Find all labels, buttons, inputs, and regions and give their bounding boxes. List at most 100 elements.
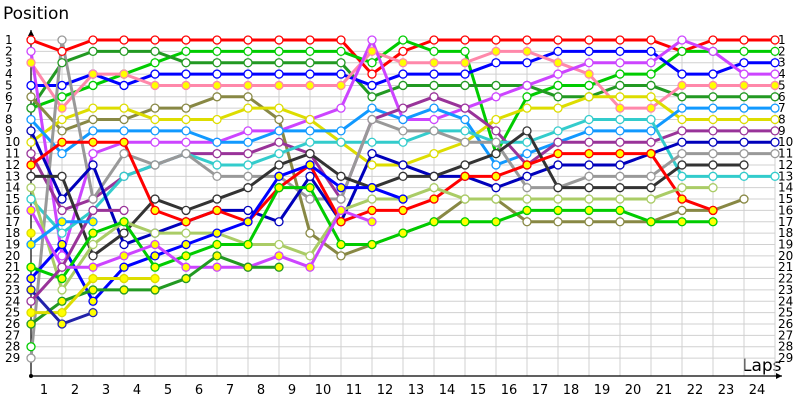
data-point — [119, 148, 129, 159]
data-point — [274, 46, 284, 57]
data-point — [770, 137, 780, 147]
data-point — [57, 58, 67, 68]
data-point — [615, 103, 625, 113]
data-point — [677, 103, 687, 113]
data-point — [646, 103, 656, 113]
data-point — [274, 69, 284, 79]
data-point — [336, 69, 346, 79]
data-point — [119, 69, 129, 79]
data-point — [119, 137, 129, 147]
data-point — [274, 251, 284, 261]
data-point — [57, 239, 67, 250]
data-point — [739, 148, 749, 159]
data-point — [88, 69, 98, 79]
data-point — [770, 35, 780, 45]
data-point — [584, 46, 594, 57]
data-point — [57, 103, 67, 113]
svg-text:13: 13 — [408, 383, 425, 398]
data-point — [57, 114, 67, 125]
data-point — [212, 228, 222, 238]
data-point — [770, 126, 780, 136]
data-point — [274, 217, 284, 227]
data-point — [119, 251, 129, 261]
data-point — [708, 126, 718, 136]
data-point — [615, 137, 625, 147]
data-point — [212, 171, 222, 181]
data-point — [584, 171, 594, 181]
svg-text:16: 16 — [778, 203, 793, 217]
data-point — [181, 46, 191, 57]
data-point — [739, 58, 749, 68]
svg-text:14: 14 — [439, 383, 456, 398]
data-point — [367, 194, 377, 204]
data-point — [181, 103, 191, 113]
data-point — [429, 194, 439, 204]
data-point — [57, 217, 67, 227]
x-axis-title: Laps — [742, 356, 782, 376]
data-point — [708, 160, 718, 170]
data-point — [150, 228, 160, 238]
data-point — [491, 35, 501, 45]
data-point — [677, 194, 687, 204]
data-point — [367, 114, 377, 125]
data-point — [26, 114, 36, 125]
data-point — [88, 80, 98, 91]
data-point — [708, 217, 718, 227]
data-point — [274, 160, 284, 170]
data-point — [553, 69, 563, 79]
data-point — [26, 285, 36, 295]
svg-text:6: 6 — [5, 90, 13, 104]
data-point — [88, 148, 98, 159]
data-point — [212, 35, 222, 45]
svg-text:9: 9 — [288, 383, 296, 398]
data-point — [584, 35, 594, 45]
data-point — [460, 194, 470, 204]
data-point — [460, 114, 470, 125]
svg-text:11: 11 — [778, 147, 793, 161]
svg-text:5: 5 — [164, 383, 172, 398]
data-point — [274, 35, 284, 45]
svg-text:3: 3 — [5, 56, 13, 70]
data-point — [243, 160, 253, 170]
data-point — [584, 194, 594, 204]
data-point — [646, 114, 656, 125]
data-point — [398, 205, 408, 216]
data-point — [584, 69, 594, 79]
data-point — [677, 205, 687, 216]
data-point — [336, 137, 346, 147]
data-point — [26, 160, 36, 170]
svg-text:3: 3 — [778, 56, 786, 70]
svg-text:2: 2 — [5, 44, 13, 58]
data-point — [491, 194, 501, 204]
svg-text:28: 28 — [778, 340, 793, 354]
data-point — [181, 273, 191, 284]
data-point — [522, 80, 532, 91]
data-point — [367, 46, 377, 57]
svg-text:21: 21 — [5, 260, 20, 274]
svg-text:12: 12 — [5, 158, 20, 172]
data-point — [57, 126, 67, 136]
data-point — [677, 46, 687, 57]
data-point — [336, 217, 346, 227]
data-point — [26, 296, 36, 306]
data-point — [88, 137, 98, 147]
data-point — [708, 171, 718, 181]
data-point — [584, 114, 594, 125]
data-point — [181, 228, 191, 238]
data-point — [150, 103, 160, 113]
svg-text:5: 5 — [778, 78, 786, 92]
data-point — [26, 194, 36, 204]
data-point — [243, 239, 253, 250]
data-point — [367, 69, 377, 79]
svg-text:21: 21 — [778, 260, 793, 274]
data-point — [460, 160, 470, 170]
svg-text:24: 24 — [749, 383, 766, 398]
svg-text:4: 4 — [5, 67, 13, 81]
data-point — [429, 58, 439, 68]
data-point — [770, 148, 780, 159]
svg-text:13: 13 — [5, 169, 20, 183]
data-point — [460, 46, 470, 57]
data-point — [615, 126, 625, 136]
data-point — [243, 80, 253, 91]
svg-text:15: 15 — [778, 192, 793, 206]
